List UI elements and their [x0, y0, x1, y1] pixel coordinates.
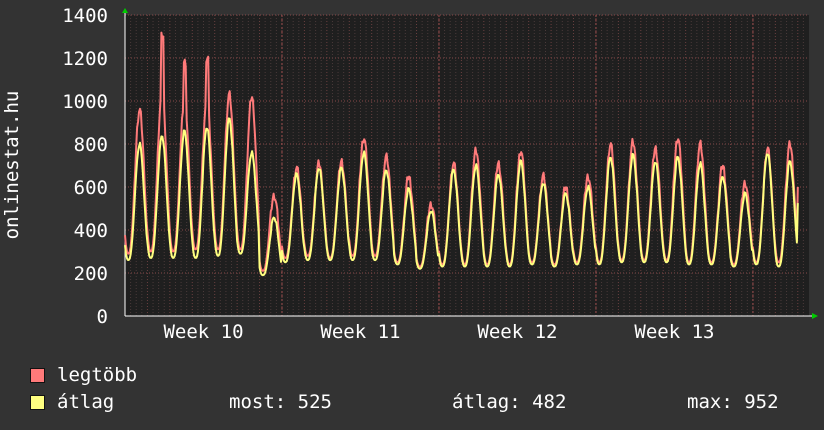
y-axis-label: onlinestat.hu: [1, 91, 23, 240]
stat-average: átlag: 482: [452, 391, 567, 413]
x-axis-arrow: [812, 313, 818, 319]
y-tick-label: 1000: [62, 91, 108, 113]
legend-swatch-legtobb: [30, 367, 45, 383]
legend-label-legtobb: legtöbb: [57, 364, 138, 386]
series-line-avg: [124, 117, 799, 277]
legend-item-legtobb: legtöbb: [30, 363, 137, 387]
series-lines: [124, 31, 799, 277]
axes: [122, 8, 818, 319]
stat-maximum: max: 952: [687, 391, 779, 413]
stat-current: most: 525: [229, 391, 332, 413]
y-tick-label: 800: [74, 134, 108, 156]
y-tick-label: 600: [74, 177, 108, 199]
legend-label-atlag: átlag: [57, 391, 115, 413]
legend-item-atlag: átlag: [30, 390, 114, 414]
y-tick-label: 1200: [62, 48, 108, 70]
y-tick-label: 200: [74, 263, 108, 285]
x-tick-label: Week 13: [634, 321, 714, 343]
legend-swatch-atlag: [30, 394, 45, 410]
y-tick-label: 400: [74, 220, 108, 242]
y-tick-label: 0: [97, 306, 108, 328]
x-tick-label: Week 12: [477, 321, 557, 343]
x-tick-label: Week 10: [163, 321, 243, 343]
x-tick-label: Week 11: [320, 321, 400, 343]
tick-labels: 0 200 400 600 800 1000 1200 1400 Week 10 Week 11 W…: [62, 5, 714, 343]
y-axis-arrow: [122, 8, 128, 13]
y-tick-label: 1400: [62, 5, 108, 27]
